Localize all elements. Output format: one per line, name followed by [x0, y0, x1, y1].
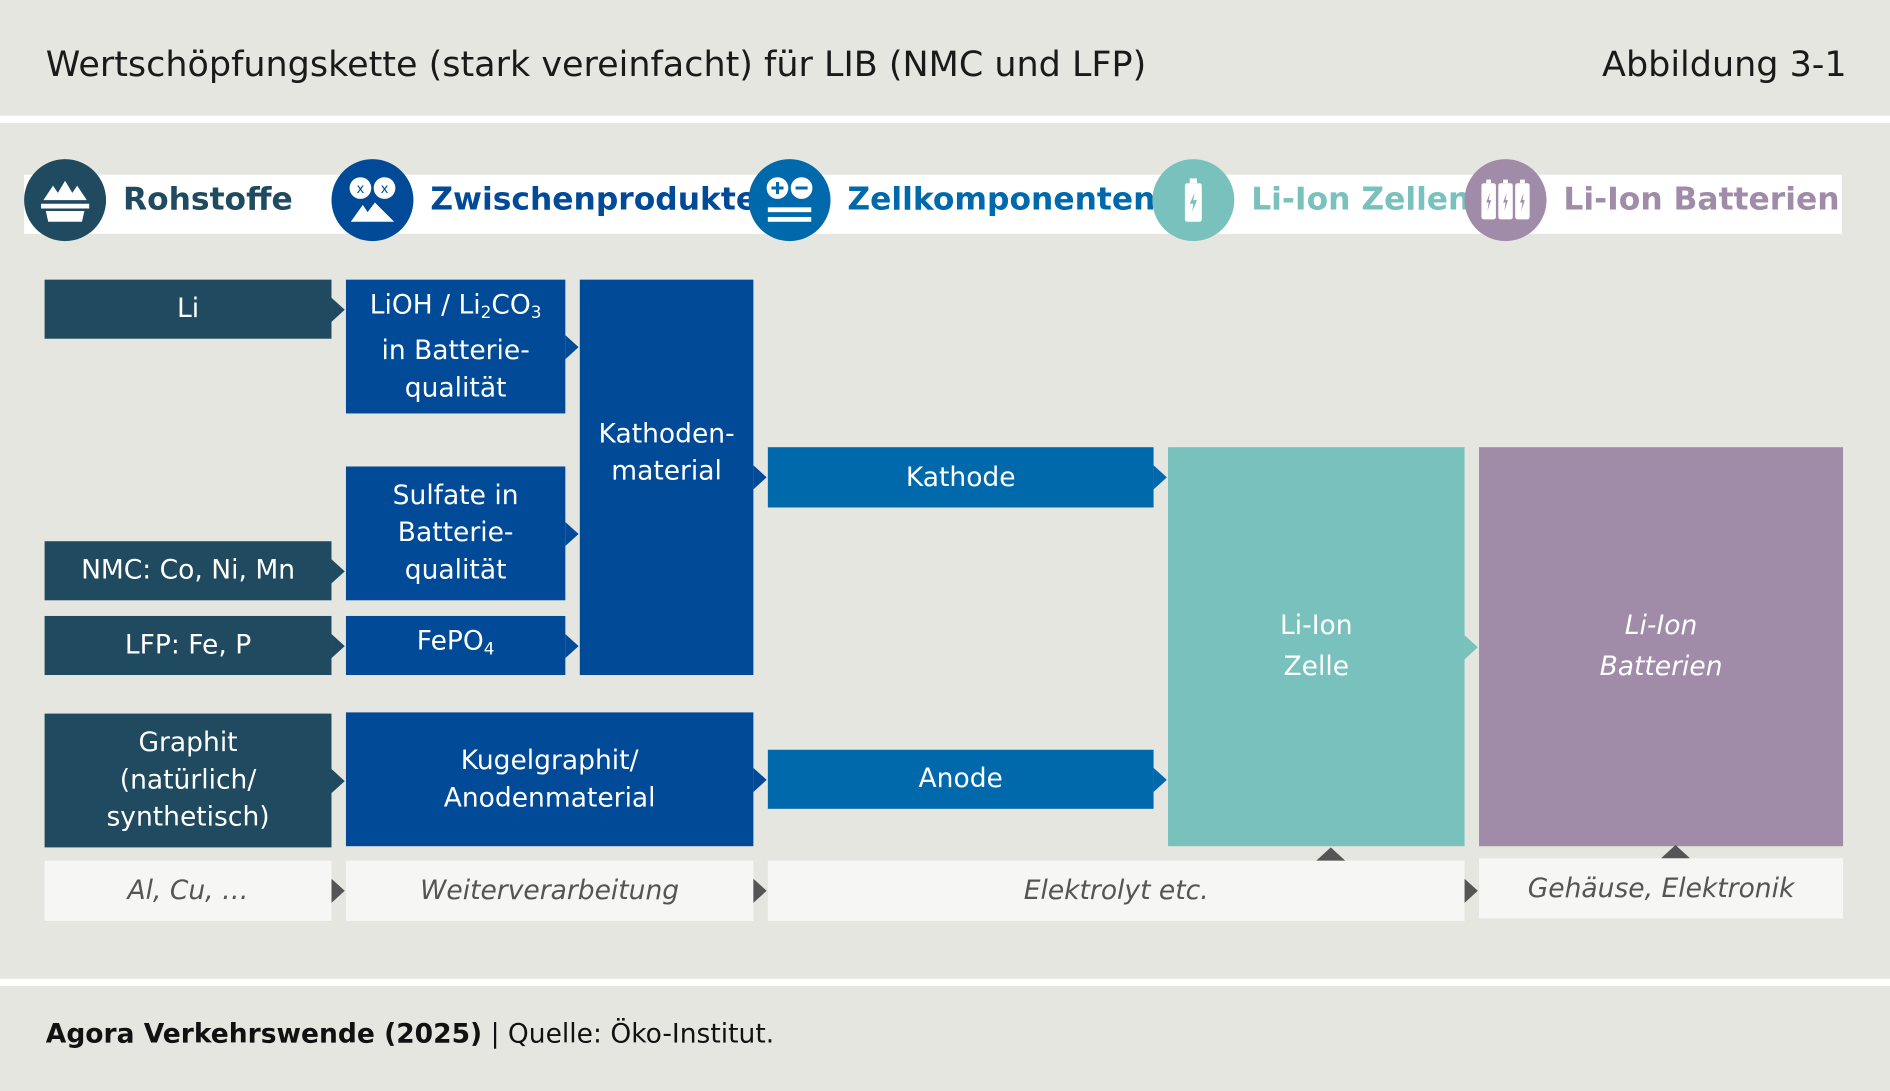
category-label: Zellkomponenten	[847, 182, 1156, 219]
box-graphit: Graphit (natürlich/synthetisch)	[44, 713, 345, 848]
category-zellkomponenten: Zellkomponenten	[748, 159, 1156, 242]
box-li-ion-zelle: Li-Ion Zelle	[1168, 447, 1478, 847]
input-gehaeuse: Gehäuse, Elektronik	[1479, 858, 1844, 919]
category-rohstoffe: Rohstoffe	[24, 159, 293, 242]
svg-text:x: x	[356, 182, 364, 197]
battery-pack-icon	[1464, 159, 1547, 242]
battery-cell-icon	[1152, 159, 1235, 242]
box-kathodenmaterial: Kathoden-material	[579, 279, 767, 676]
box-nmc: NMC: Co, Ni, Mn	[44, 541, 345, 601]
input-weiterverarbeitung: Weiterverarbeitung	[345, 860, 767, 921]
category-li-ion-batterien: Li-Ion Batterien	[1464, 159, 1840, 242]
arrow-up-icon	[1316, 847, 1346, 861]
box-lfp: LFP: Fe, P	[44, 615, 345, 676]
plus-minus-icon	[748, 159, 831, 242]
box-fepo4: FePO4	[345, 615, 579, 676]
box-sulfate: Sulfate in Batterie-qualität	[345, 466, 579, 601]
svg-text:x: x	[381, 182, 389, 197]
category-label: Rohstoffe	[122, 182, 293, 219]
figure-label: Abbildung 3-1	[1602, 43, 1847, 85]
box-li-ion-batterien: Li-Ion Batterien	[1479, 447, 1844, 847]
arrow-up-icon	[1661, 844, 1690, 859]
box-kugelgraphit: Kugelgraphit/Anodenmaterial	[345, 712, 767, 847]
box-li: Li	[44, 279, 345, 339]
input-elektrolyt: Elektrolyt etc.	[767, 860, 1478, 921]
box-kathode: Kathode	[767, 447, 1167, 508]
divider	[0, 115, 1890, 123]
category-label: Zwischenprodukte	[430, 182, 758, 219]
category-li-ion-zellen: Li-Ion Zellen	[1152, 159, 1471, 242]
divider	[0, 978, 1890, 987]
figure-title: Wertschöpfungskette (stark vereinfacht) …	[45, 43, 1147, 85]
category-label: Li-Ion Zellen	[1251, 182, 1471, 219]
mine-icon	[24, 159, 107, 242]
source-note: Agora Verkehrswende (2025) | Quelle: Öko…	[45, 1019, 775, 1050]
input-al-cu: Al, Cu, …	[44, 860, 345, 921]
box-anode: Anode	[767, 749, 1167, 809]
category-label: Li-Ion Batterien	[1563, 182, 1840, 219]
box-lioh: LiOH / Li2CO3 in Batterie-qualität	[345, 279, 579, 414]
